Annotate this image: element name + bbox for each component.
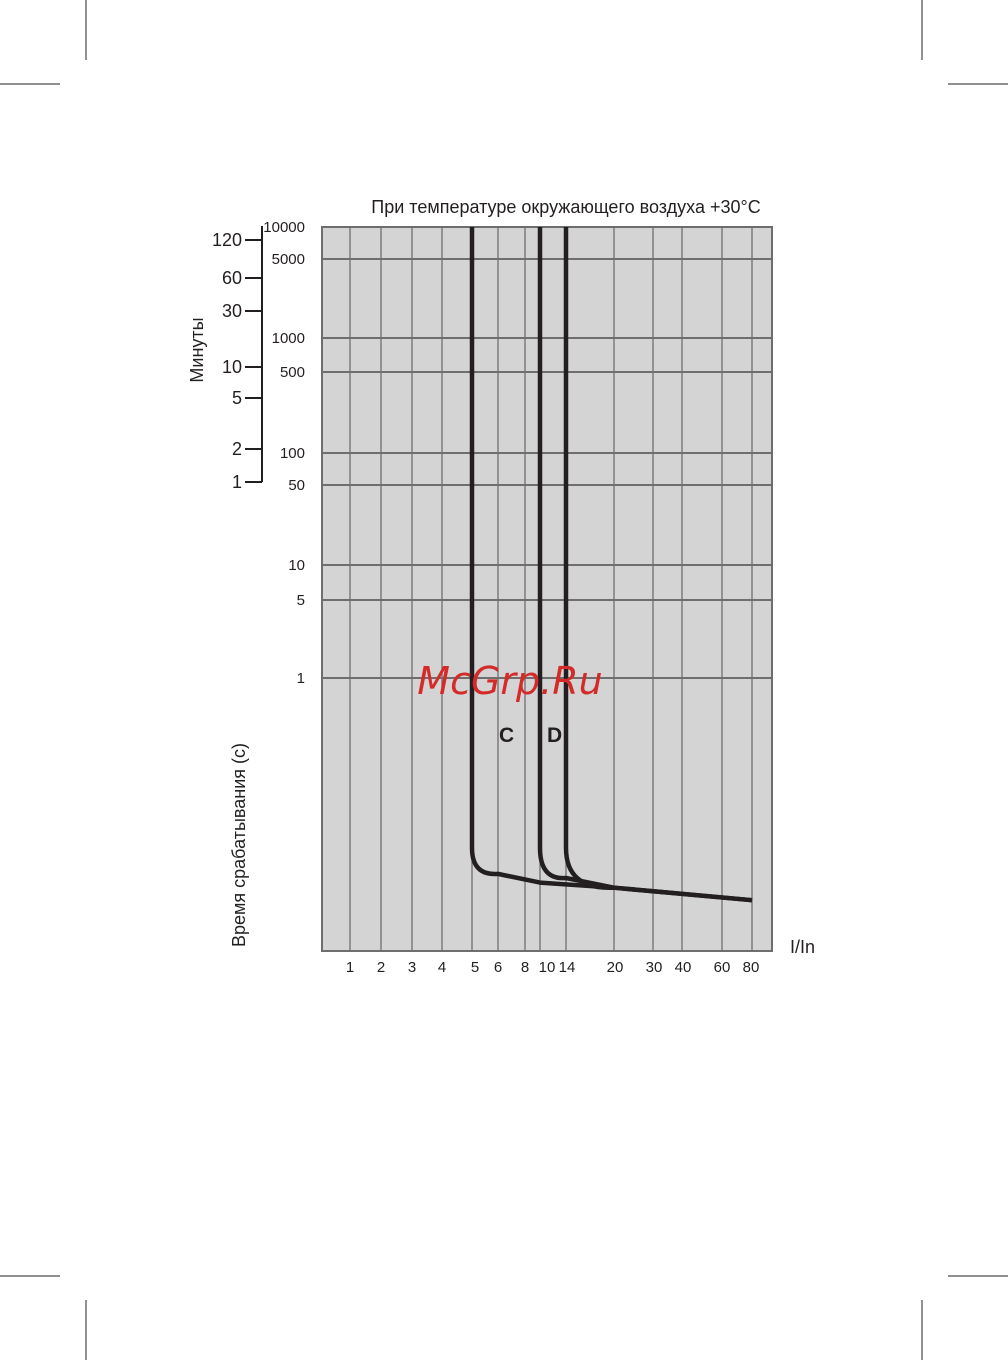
x-axis-label: I/In <box>790 937 815 957</box>
y-tick-1000: 1000 <box>272 330 305 347</box>
curve-label-c: C <box>499 724 514 747</box>
x-tick-80: 80 <box>743 959 760 976</box>
y-tick-10000: 10000 <box>263 219 305 236</box>
minute-axis <box>245 226 263 483</box>
x-tick-14: 14 <box>559 959 576 976</box>
minute-tick-10: 10 <box>222 357 242 377</box>
minute-tick-1: 1 <box>232 472 242 492</box>
y-tick-100: 100 <box>280 445 305 462</box>
y-tick-500: 500 <box>280 364 305 381</box>
minute-tick-120: 120 <box>212 230 242 250</box>
minute-tick-30: 30 <box>222 301 242 321</box>
minute-axis-label: Минуты <box>187 317 207 382</box>
y-tick-5: 5 <box>297 592 305 609</box>
x-tick-1: 1 <box>346 959 354 976</box>
y-tick-labels: 10000 5000 1000 500 100 50 10 5 1 <box>263 219 305 687</box>
minute-tick-2: 2 <box>232 439 242 459</box>
plot-frame <box>321 226 773 952</box>
watermark: McGrp.Ru <box>417 659 602 703</box>
y-tick-1: 1 <box>297 670 305 687</box>
curve-c <box>469 227 753 903</box>
x-tick-10: 10 <box>539 959 556 976</box>
x-tick-4: 4 <box>438 959 446 976</box>
x-tick-6: 6 <box>494 959 502 976</box>
curve-d <box>537 227 753 903</box>
minute-tick-60: 60 <box>222 268 242 288</box>
x-tick-40: 40 <box>675 959 692 976</box>
curves <box>469 227 753 903</box>
y-axis-label: Время срабатывания (с) <box>229 743 249 947</box>
x-tick-30: 30 <box>646 959 663 976</box>
x-tick-5: 5 <box>471 959 479 976</box>
y-tick-10: 10 <box>288 557 305 574</box>
x-tick-labels: 1 2 3 4 5 6 8 10 14 20 30 40 60 80 <box>346 959 760 976</box>
x-tick-8: 8 <box>521 959 529 976</box>
curve-label-d: D <box>547 724 562 747</box>
x-tick-2: 2 <box>377 959 385 976</box>
x-tick-60: 60 <box>714 959 731 976</box>
y-tick-5000: 5000 <box>272 251 305 268</box>
minute-tick-labels: 120 60 30 10 5 2 1 <box>212 230 242 492</box>
x-tick-3: 3 <box>408 959 416 976</box>
minute-tick-5: 5 <box>232 388 242 408</box>
chart-title: При температуре окружающего воздуха +30°… <box>371 197 760 217</box>
plot-area <box>322 227 772 951</box>
curve-third <box>563 227 615 890</box>
x-tick-20: 20 <box>607 959 624 976</box>
y-tick-50: 50 <box>288 477 305 494</box>
